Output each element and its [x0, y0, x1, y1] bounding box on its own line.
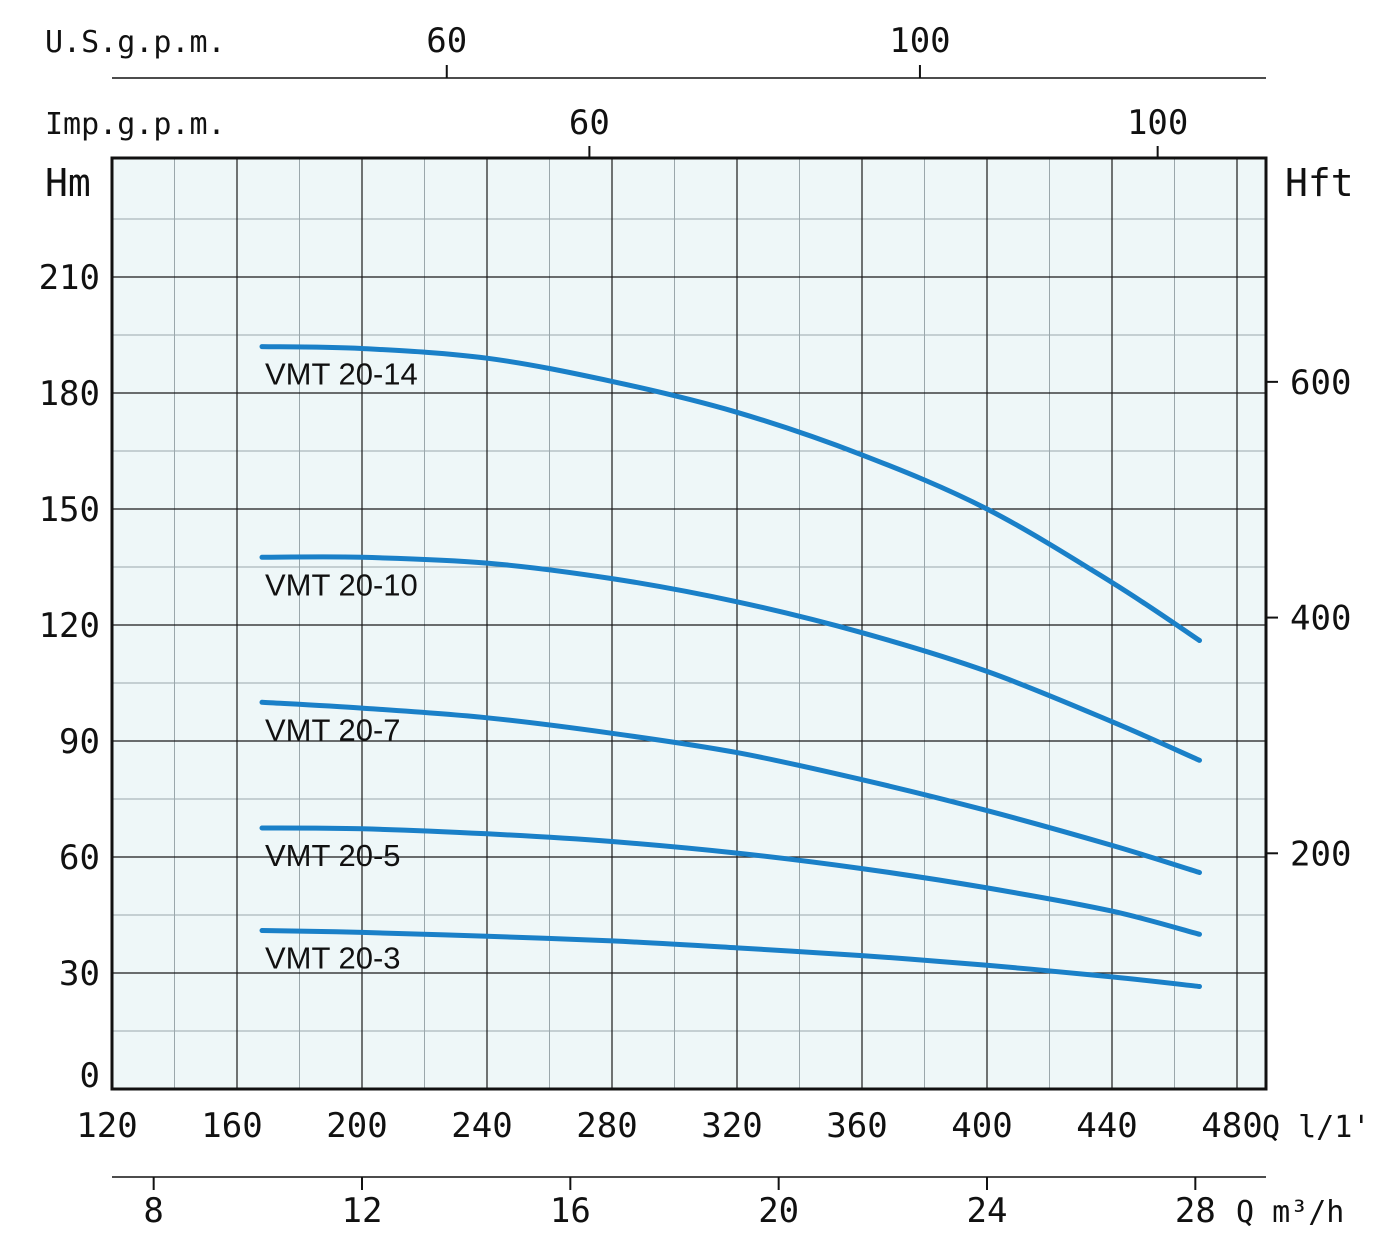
top-axis-usgpm-label: U.S.g.p.m. — [45, 25, 226, 60]
left-tick-label: 90 — [59, 722, 100, 762]
left-tick-label: 150 — [39, 490, 100, 530]
right-tick-label: 600 — [1290, 363, 1351, 403]
m3h-tick-label: 20 — [758, 1191, 799, 1231]
curves — [259, 344, 1202, 989]
usgpm-tick-label: 60 — [426, 21, 467, 61]
series-curve — [259, 699, 1202, 875]
series-label: VMT 20-5 — [265, 838, 401, 873]
lpm-tick-label: 200 — [326, 1106, 387, 1146]
left-tick-label: 60 — [59, 838, 100, 878]
lpm-tick-label: 160 — [201, 1106, 262, 1146]
lpm-tick-label: 480 — [1201, 1106, 1262, 1146]
top-axis-impgpm-ticks: 60 100 — [569, 103, 1188, 158]
m3h-tick-label: 12 — [342, 1191, 383, 1231]
lpm-tick-label: 360 — [826, 1106, 887, 1146]
impgpm-tick-label: 60 — [569, 103, 610, 143]
bottom-axis-lpm-label: Q l/1' — [1262, 1110, 1370, 1145]
bottom-axis-m3h-ticks: 8 12 16 20 24 28 — [143, 1177, 1216, 1231]
m3h-tick-label: 28 — [1175, 1191, 1216, 1231]
series-label: VMT 20-10 — [265, 567, 418, 602]
plot-frame — [110, 156, 1268, 1091]
minor-grid — [112, 158, 1266, 1089]
left-tick-label: 30 — [59, 954, 100, 994]
lpm-tick-label: 120 — [76, 1106, 137, 1146]
impgpm-tick-label: 100 — [1127, 103, 1188, 143]
plot-area — [112, 158, 1266, 1089]
lpm-tick-label: 240 — [451, 1106, 512, 1146]
top-axis-usgpm-ticks: 60 100 — [426, 21, 951, 78]
left-tick-label: 180 — [39, 374, 100, 414]
right-tick-label: 400 — [1290, 599, 1351, 639]
m3h-tick-label: 8 — [143, 1191, 163, 1231]
right-axis-title: Hft — [1285, 161, 1354, 205]
series-label: VMT 20-14 — [265, 357, 418, 392]
right-tick-label: 200 — [1290, 834, 1351, 874]
lpm-tick-label: 320 — [701, 1106, 762, 1146]
lpm-tick-label: 440 — [1076, 1106, 1137, 1146]
left-axis-title: Hm — [45, 161, 91, 205]
left-tick-label: 120 — [39, 606, 100, 646]
left-axis-ticks: 0 30 60 90 120 150 180 210 — [39, 258, 100, 1096]
lpm-tick-label: 400 — [951, 1106, 1012, 1146]
top-axis-impgpm-label: Imp.g.p.m. — [45, 107, 226, 142]
series-curve — [259, 928, 1202, 989]
left-tick-label: 210 — [39, 258, 100, 298]
lpm-tick-label: 280 — [576, 1106, 637, 1146]
series-label: VMT 20-3 — [265, 940, 401, 975]
series-curve — [259, 344, 1202, 643]
usgpm-tick-label: 100 — [889, 21, 950, 61]
m3h-tick-label: 24 — [967, 1191, 1008, 1231]
bottom-axis-m3h-label: Q m³/h — [1236, 1195, 1344, 1230]
left-tick-label: 0 — [80, 1056, 100, 1096]
right-axis-ticks: 200 400 600 — [1266, 363, 1351, 874]
bottom-axis-lpm-ticks: 120 160 200 240 280 320 360 400 440 480 — [76, 1106, 1262, 1146]
m3h-tick-label: 16 — [550, 1191, 591, 1231]
series-curve — [259, 554, 1202, 763]
series-curve — [259, 825, 1202, 937]
series-labels: VMT 20-14 VMT 20-10 VMT 20-7 VMT 20-5 VMT 20… — [265, 357, 418, 976]
series-label: VMT 20-7 — [265, 712, 401, 747]
